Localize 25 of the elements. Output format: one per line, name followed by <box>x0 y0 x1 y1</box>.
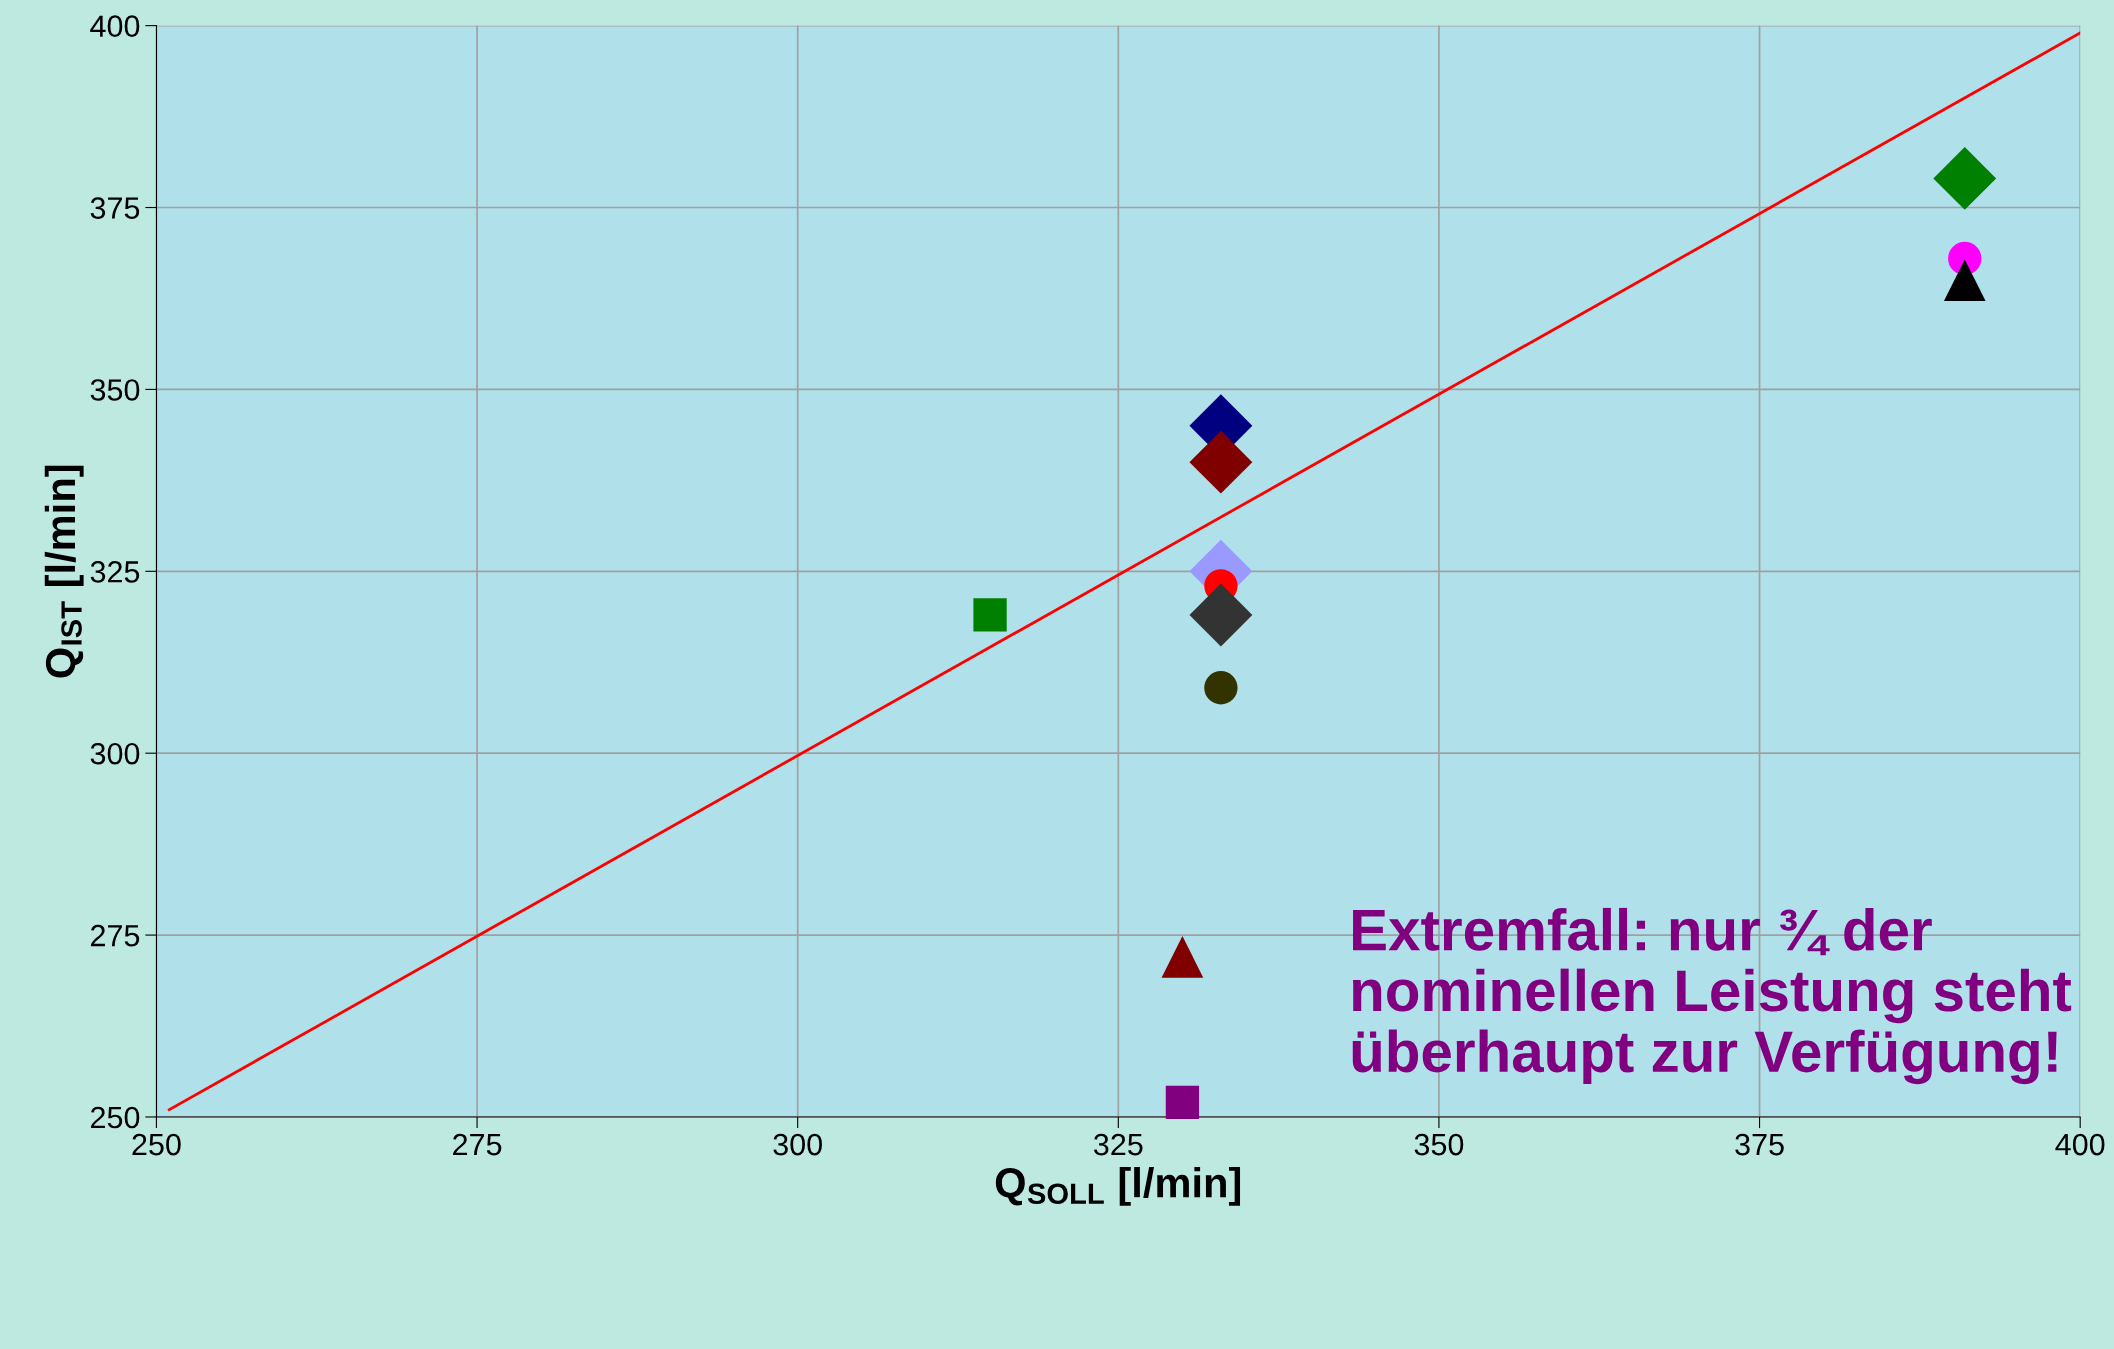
point <box>1189 583 1253 647</box>
x-tick-label: 375 <box>1735 1133 1784 1156</box>
x-tick-label: 300 <box>773 1133 822 1156</box>
y-tick-label: 300 <box>90 742 140 765</box>
x-tick-label: 325 <box>1093 1133 1143 1156</box>
point <box>1204 671 1238 705</box>
x-tick-label: 250 <box>132 1133 181 1156</box>
x-tick-label: 400 <box>2055 1133 2105 1156</box>
point <box>1933 146 1997 210</box>
point <box>973 598 1007 632</box>
annotation: Extremfall: nur ¾ der nominellen Leistung steht überhaupt zur Verfügung! <box>1352 907 2072 1085</box>
point <box>1943 259 1986 302</box>
y-tick-label: 375 <box>90 197 140 219</box>
y-tick-label: 275 <box>91 924 140 947</box>
point <box>1189 430 1253 494</box>
point <box>1161 936 1204 978</box>
x-tick-label: 275 <box>453 1133 502 1156</box>
x-axis-title: Q$_{SOLL}$ [l/min] <box>995 1166 1241 1206</box>
point <box>1165 1085 1200 1120</box>
y-tick-label: 325 <box>90 561 140 583</box>
y-tick-label: 250 <box>91 1106 140 1129</box>
y-tick-label: 400 <box>90 15 140 37</box>
y-axis-title: Q$_{IST}$ [l/min] <box>44 465 84 678</box>
x-tick-label: 350 <box>1414 1133 1464 1156</box>
y-tick-label: 350 <box>90 379 140 401</box>
